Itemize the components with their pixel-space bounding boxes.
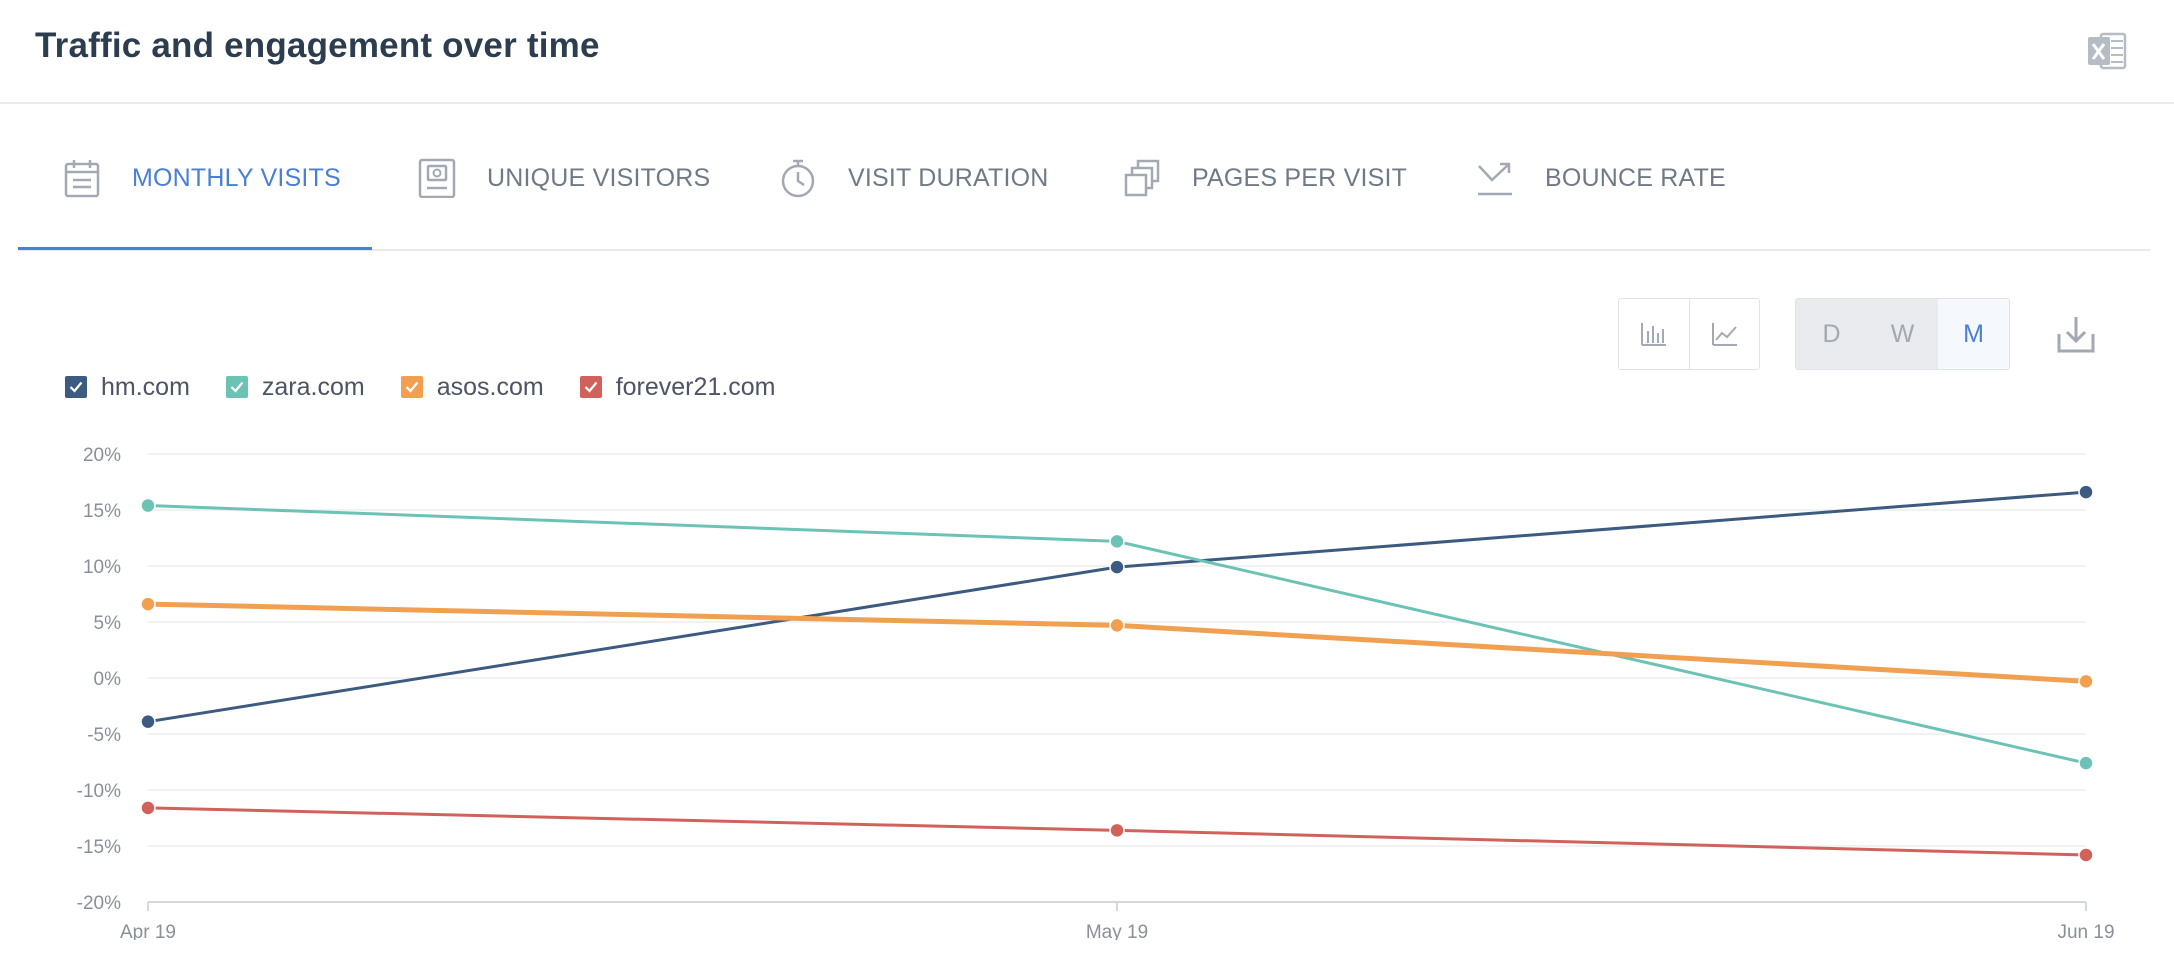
series-line-asos-com <box>147 601 2087 684</box>
legend-item-forever21[interactable]: forever21.com <box>579 372 776 402</box>
series-line-hm-com <box>147 490 2087 724</box>
checkbox-icon <box>579 376 602 398</box>
data-point <box>2078 755 2094 771</box>
legend-label: hm.com <box>101 372 190 401</box>
legend-label: zara.com <box>261 372 365 401</box>
period-day-button[interactable]: D <box>1822 319 1841 348</box>
y-tick-label: -20% <box>77 893 121 914</box>
person-badge-icon <box>417 158 457 198</box>
metric-tabs: MONTHLY VISITS UNIQUE VISITORS VISIT DUR… <box>18 105 2150 251</box>
tab-label: BOUNCE RATE <box>1545 163 1726 192</box>
stopwatch-icon <box>778 158 818 198</box>
line-chart-icon <box>1711 323 1737 346</box>
x-tick-label: Jun 19 <box>2057 922 2114 940</box>
data-point <box>140 713 156 730</box>
period-week-button[interactable]: W <box>1890 319 1915 348</box>
tab-pages-per-visit[interactable]: PAGES PER VISIT <box>1122 105 1407 251</box>
tab-label: PAGES PER VISIT <box>1192 163 1408 192</box>
y-tick-label: 15% <box>83 501 121 522</box>
x-tick-label: May 19 <box>1086 922 1148 940</box>
data-point <box>1109 822 1125 839</box>
tab-unique-visitors[interactable]: UNIQUE VISITORS <box>417 105 710 251</box>
data-point <box>1109 559 1125 575</box>
data-point <box>2078 484 2094 500</box>
legend-label: forever21.com <box>615 372 776 401</box>
data-point <box>1109 617 1125 634</box>
checkbox-icon <box>400 376 423 398</box>
data-point <box>2078 673 2094 690</box>
chart-legend: hm.com zara.com asos.com forever21.com <box>65 369 812 405</box>
page-title: Traffic and engagement over time <box>35 26 600 65</box>
data-point <box>2078 847 2094 863</box>
period-toggle: D W M <box>1795 298 2010 370</box>
active-tab-indicator <box>18 247 372 250</box>
tab-label: UNIQUE VISITORS <box>487 163 711 192</box>
line-chart-button[interactable] <box>1689 299 1759 369</box>
bar-chart-button[interactable] <box>1619 299 1689 369</box>
tab-visit-duration[interactable]: VISIT DURATION <box>778 105 1049 251</box>
checkbox-icon <box>65 376 87 398</box>
x-tick-label: Apr 19 <box>120 922 176 940</box>
download-icon[interactable] <box>2056 314 2096 354</box>
line-chart: 20% 15% 10% 5% 0% -5% -10% -15% -20% Apr 19 May 19… <box>77 445 2115 940</box>
legend-item-zara[interactable]: zara.com <box>225 372 365 402</box>
chart-type-toggle <box>1618 298 1760 370</box>
bounce-arrow-icon <box>1475 158 1515 198</box>
data-point <box>140 497 156 514</box>
legend-item-asos[interactable]: asos.com <box>400 372 544 402</box>
y-tick-label: -5% <box>87 725 121 746</box>
data-point <box>1109 533 1125 550</box>
calendar-icon <box>62 158 102 198</box>
excel-icon[interactable] <box>2087 32 2127 70</box>
tab-monthly-visits[interactable]: MONTHLY VISITS <box>62 105 341 251</box>
pages-icon <box>1122 158 1162 198</box>
legend-label: asos.com <box>436 372 544 401</box>
y-tick-label: 20% <box>83 445 121 466</box>
y-tick-label: -15% <box>77 837 121 858</box>
tab-label: MONTHLY VISITS <box>132 163 341 192</box>
data-point <box>140 596 156 612</box>
tab-label: VISIT DURATION <box>848 163 1049 192</box>
card-header: Traffic and engagement over time <box>0 0 2174 104</box>
y-tick-label: 0% <box>94 669 122 690</box>
y-tick-label: 10% <box>83 557 121 578</box>
y-tick-label: 5% <box>94 613 122 634</box>
data-point <box>140 800 156 816</box>
checkbox-icon <box>225 376 248 398</box>
period-month-button[interactable]: M <box>1938 299 2009 369</box>
tab-bounce-rate[interactable]: BOUNCE RATE <box>1475 105 1726 251</box>
legend-item-hm[interactable]: hm.com <box>65 373 190 402</box>
bar-chart-icon <box>1641 323 1666 346</box>
y-tick-label: -10% <box>77 781 121 802</box>
